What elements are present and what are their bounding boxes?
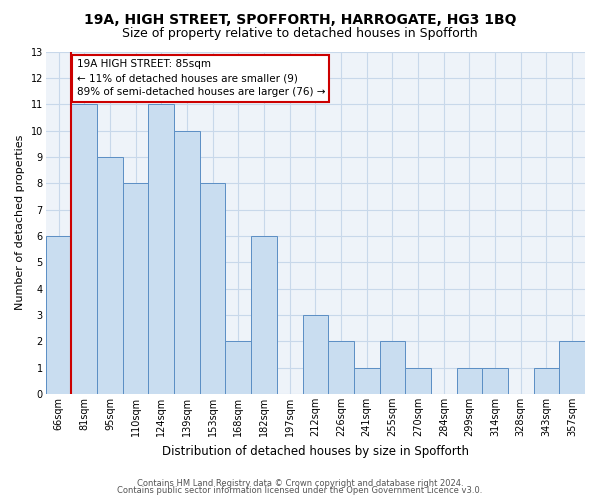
Text: Size of property relative to detached houses in Spofforth: Size of property relative to detached ho…: [122, 28, 478, 40]
Bar: [559, 341, 585, 394]
Bar: [457, 368, 482, 394]
Bar: [302, 315, 328, 394]
Bar: [174, 130, 200, 394]
Bar: [354, 368, 380, 394]
Bar: [97, 157, 123, 394]
Y-axis label: Number of detached properties: Number of detached properties: [15, 135, 25, 310]
Bar: [200, 183, 226, 394]
Bar: [380, 341, 405, 394]
Bar: [533, 368, 559, 394]
Text: 19A, HIGH STREET, SPOFFORTH, HARROGATE, HG3 1BQ: 19A, HIGH STREET, SPOFFORTH, HARROGATE, …: [84, 12, 516, 26]
X-axis label: Distribution of detached houses by size in Spofforth: Distribution of detached houses by size …: [162, 444, 469, 458]
Text: Contains HM Land Registry data © Crown copyright and database right 2024.: Contains HM Land Registry data © Crown c…: [137, 478, 463, 488]
Bar: [148, 104, 174, 394]
Bar: [405, 368, 431, 394]
Bar: [482, 368, 508, 394]
Bar: [226, 341, 251, 394]
Bar: [123, 183, 148, 394]
Text: Contains public sector information licensed under the Open Government Licence v3: Contains public sector information licen…: [118, 486, 482, 495]
Bar: [46, 236, 71, 394]
Bar: [328, 341, 354, 394]
Bar: [251, 236, 277, 394]
Bar: [71, 104, 97, 394]
Text: 19A HIGH STREET: 85sqm
← 11% of detached houses are smaller (9)
89% of semi-deta: 19A HIGH STREET: 85sqm ← 11% of detached…: [77, 60, 325, 98]
